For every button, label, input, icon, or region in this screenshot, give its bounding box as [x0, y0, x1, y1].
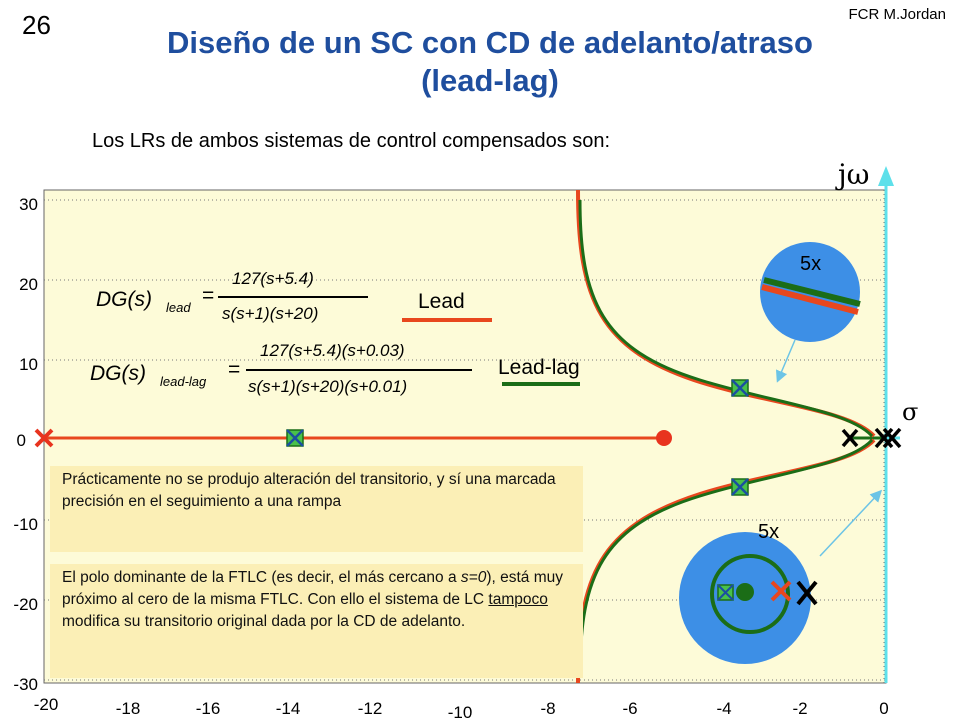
- zoom-pointer-top: [775, 339, 796, 383]
- zoom-label-bottom: 5x: [758, 521, 779, 543]
- pole-markers-origin: [841, 427, 902, 449]
- zero-marker-lead: [656, 430, 672, 446]
- formula-leadlag-den: s(s+1)(s+20)(s+0.01): [248, 377, 407, 396]
- x-tick: -20: [34, 695, 59, 714]
- x-tick: -14: [276, 699, 301, 718]
- x-tick: -10: [448, 703, 473, 720]
- real-axis-label: σ: [902, 398, 918, 426]
- cl-pole-real: [286, 429, 304, 447]
- locus-branch-upper-leadlag: [578, 199, 874, 438]
- page-title: Diseño de un SC con CD de adelanto/atras…: [80, 24, 900, 100]
- x-tick-labels: -20 -18 -16 -14 -12 -10 -8 -6 -4 -2 0: [34, 695, 889, 720]
- pole-marker-minus-20: [34, 428, 54, 448]
- y-tick: 0: [17, 431, 26, 450]
- legend-lead-label: Lead: [418, 290, 465, 313]
- formula-leadlag-lhs: DG(s): [90, 362, 146, 385]
- locus-branch-lower-leadlag: [578, 438, 874, 677]
- cl-pole-upper: [731, 379, 749, 397]
- x-tick: -8: [540, 699, 555, 718]
- x-tick: 0: [879, 699, 888, 718]
- y-tick: 20: [19, 275, 38, 294]
- x-tick: -2: [792, 699, 807, 718]
- formula-lead-eq: =: [202, 284, 214, 307]
- legend-leadlag-label: Lead-lag: [498, 356, 580, 379]
- x-tick: -4: [716, 699, 731, 718]
- formula-leadlag-eq: =: [228, 358, 240, 381]
- x-tick: -18: [116, 699, 141, 718]
- zoom-circle-top: [760, 242, 861, 342]
- zoom-label-top: 5x: [800, 253, 821, 275]
- title-line-1: Diseño de un SC con CD de adelanto/atras…: [167, 25, 813, 60]
- formula-leadlag: DG(s) lead-lag = 127(s+5.4)(s+0.03) s(s+…: [90, 341, 472, 396]
- y-tick: -30: [13, 675, 38, 694]
- note-math: s=0: [460, 569, 487, 586]
- note-text: ), está muy próximo al cero de la misma …: [62, 569, 563, 608]
- author-label: FCR M.Jordan: [848, 6, 946, 23]
- formula-lead-num: 127(s+5.4): [232, 269, 314, 288]
- y-tick-labels: 30 20 10 0 -10 -20 -30: [13, 195, 38, 694]
- y-tick: 10: [19, 355, 38, 374]
- imag-axis-arrow: [878, 166, 894, 186]
- imag-axis-label: jω: [835, 158, 870, 191]
- formula-lead-lhs: DG(s): [96, 288, 152, 311]
- formula-leadlag-sub: lead-lag: [160, 374, 207, 389]
- y-tick: -20: [13, 595, 38, 614]
- note-transient: Prácticamente no se produjo alteración d…: [50, 466, 583, 552]
- slide-number: 26: [22, 10, 51, 40]
- note-dominant-pole: El polo dominante de la FTLC (es decir, …: [50, 564, 583, 678]
- y-tick: 30: [19, 195, 38, 214]
- note-text: modifica su transitorio original dada po…: [62, 613, 466, 630]
- x-tick: -6: [622, 699, 637, 718]
- title-line-2: (lead-lag): [421, 63, 559, 98]
- legend: Lead Lead-lag: [402, 290, 580, 386]
- subtitle: Los LRs de ambos sistemas de control com…: [92, 130, 611, 152]
- zoom-pointer-bottom: [819, 489, 883, 557]
- formula-lead-den: s(s+1)(s+20): [222, 304, 318, 323]
- zoom-circle-bottom: [679, 532, 818, 664]
- note-emphasis: tampoco: [488, 591, 548, 608]
- cl-pole-lower: [731, 478, 749, 496]
- y-tick: -10: [13, 515, 38, 534]
- note-text: El polo dominante de la FTLC (es decir, …: [62, 569, 461, 586]
- x-tick: -16: [196, 699, 221, 718]
- formula-lead: DG(s) lead = 127(s+5.4) s(s+1)(s+20): [96, 269, 368, 323]
- formula-leadlag-num: 127(s+5.4)(s+0.03): [260, 341, 405, 360]
- formula-lead-sub: lead: [166, 300, 191, 315]
- x-tick: -12: [358, 699, 383, 718]
